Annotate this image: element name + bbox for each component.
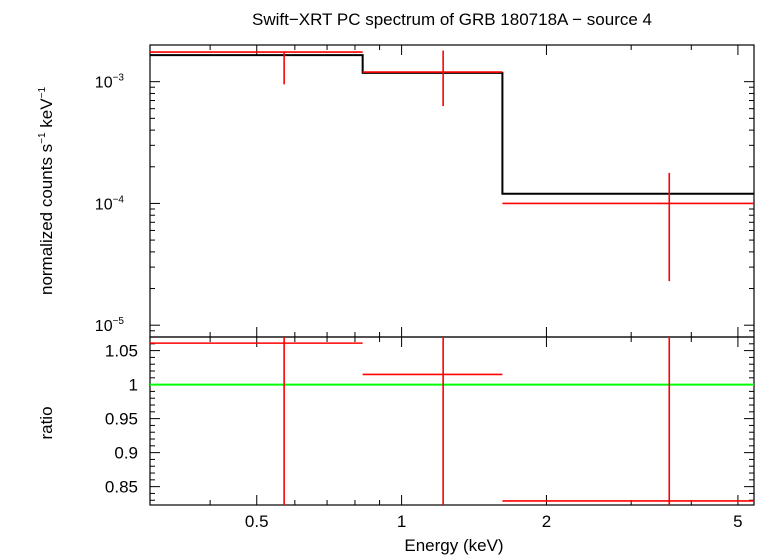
ratio-y-tick-label: 0.9 [114, 444, 138, 463]
ratio-y-tick-label: 0.95 [105, 410, 138, 429]
spectrum-panel: 10−3 10−4 10−5 [95, 44, 755, 338]
x-tick-label: 0.5 [245, 512, 269, 531]
data-point [362, 50, 503, 107]
model-step-line [150, 54, 754, 195]
ratio-point [502, 337, 754, 505]
top-y-axis-label-sup1: −1 [37, 132, 48, 144]
spectrum-y-tick-label: 10−5 [95, 316, 125, 335]
x-axis-label: Energy (keV) [404, 536, 503, 555]
ratio-frame [149, 336, 755, 506]
chart-title: Swift−XRT PC spectrum of GRB 180718A − s… [252, 10, 652, 29]
ratio-y-tick-label: 1.05 [105, 342, 138, 361]
ratio-point [362, 337, 503, 505]
x-tick-label: 2 [542, 512, 551, 531]
top-y-axis-label: normalized counts s−1 keV−1 [37, 87, 56, 295]
top-y-axis-label-text: normalized counts s [37, 144, 56, 295]
ratio-point [150, 337, 363, 505]
ratio-y-tick-label: 0.85 [105, 478, 138, 497]
ratio-panel: 0.5 1 2 5 1.05 1 0.95 0.9 0.85 [105, 336, 755, 531]
spectrum-y-tick-label: 10−3 [95, 73, 125, 92]
data-point [150, 51, 363, 85]
data-point [502, 172, 754, 282]
spectrum-y-tick-label: 10−4 [95, 194, 125, 213]
spectrum-frame [149, 44, 755, 338]
top-y-axis-label-sup2: −1 [37, 87, 48, 99]
top-y-axis-label-mid: keV [37, 98, 56, 133]
x-tick-label: 5 [733, 512, 742, 531]
bottom-y-axis-label: ratio [37, 406, 56, 439]
x-tick-label: 1 [397, 512, 406, 531]
ratio-y-tick-label: 1 [129, 376, 138, 395]
